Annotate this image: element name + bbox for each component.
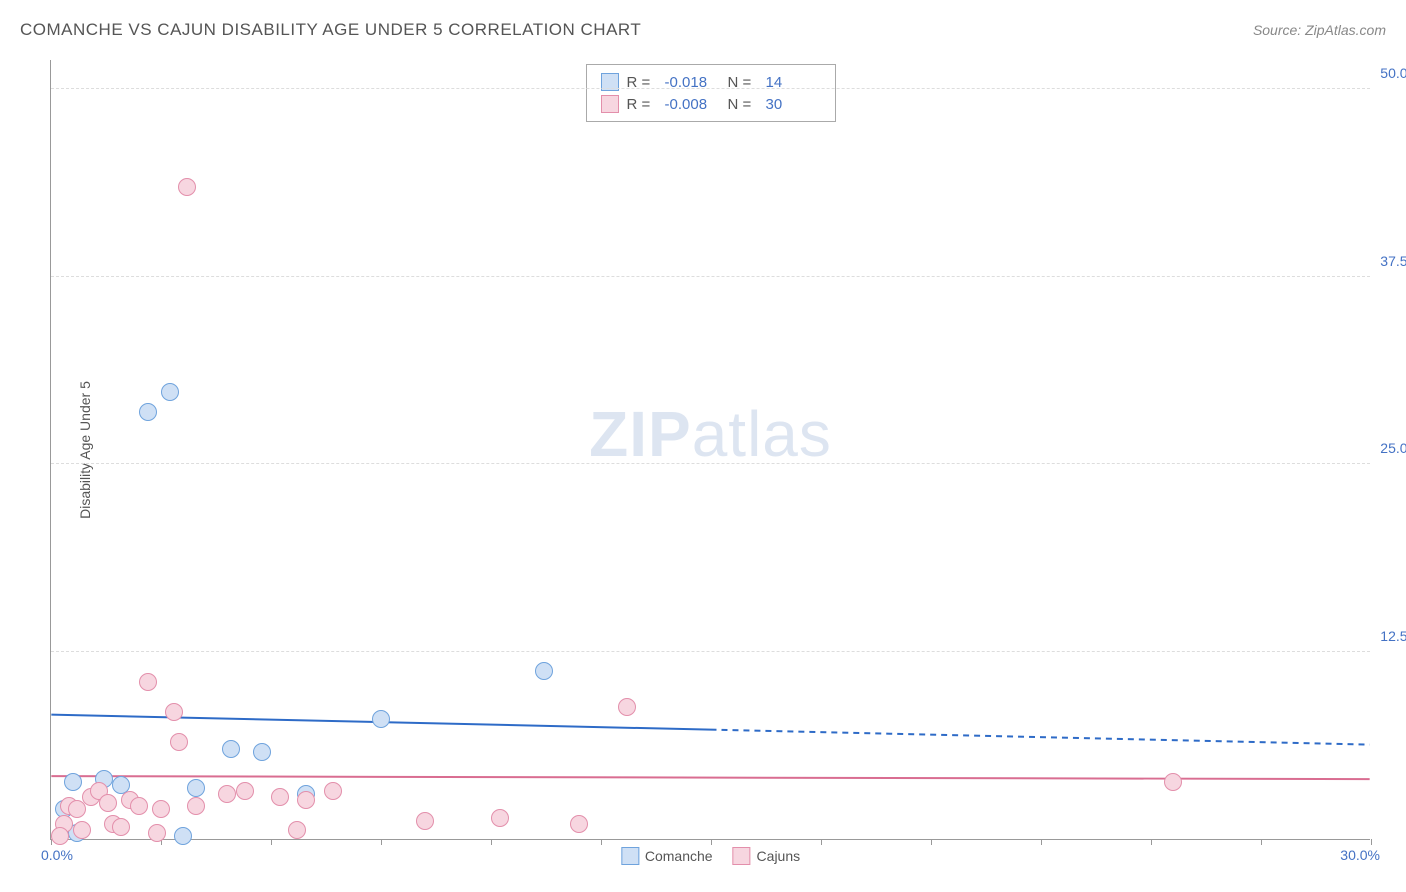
scatter-point (218, 785, 236, 803)
scatter-point (112, 818, 130, 836)
chart-title: COMANCHE VS CAJUN DISABILITY AGE UNDER 5… (20, 20, 641, 40)
y-tick-label: 25.0% (1375, 440, 1406, 456)
scatter-point (271, 788, 289, 806)
scatter-point (130, 797, 148, 815)
scatter-point (170, 733, 188, 751)
legend-swatch (621, 847, 639, 865)
scatter-point (148, 824, 166, 842)
x-tick (381, 839, 382, 845)
trend-lines-layer (51, 60, 1370, 839)
scatter-point (535, 662, 553, 680)
y-tick-label: 12.5% (1375, 628, 1406, 644)
scatter-point (139, 403, 157, 421)
watermark: ZIPatlas (589, 397, 832, 471)
scatter-point (174, 827, 192, 845)
gridline (51, 463, 1370, 464)
chart-header: COMANCHE VS CAJUN DISABILITY AGE UNDER 5… (20, 20, 1386, 40)
legend-row: R =-0.018N =14 (601, 71, 821, 93)
scatter-point (297, 791, 315, 809)
scatter-point (152, 800, 170, 818)
y-axis-title: Disability Age Under 5 (77, 381, 93, 519)
scatter-point (416, 812, 434, 830)
scatter-point (222, 740, 240, 758)
gridline (51, 276, 1370, 277)
source-attribution: Source: ZipAtlas.com (1253, 22, 1386, 38)
scatter-point (165, 703, 183, 721)
gridline (51, 88, 1370, 89)
series-legend-item: Comanche (621, 847, 713, 865)
scatter-point (1164, 773, 1182, 791)
x-tick (1041, 839, 1042, 845)
scatter-point (236, 782, 254, 800)
x-tick (931, 839, 932, 845)
x-axis-end-label: 30.0% (1340, 847, 1380, 863)
scatter-point (187, 797, 205, 815)
trend-line-dashed (711, 730, 1370, 745)
x-tick (1151, 839, 1152, 845)
legend-n-value: 30 (766, 96, 821, 113)
scatter-point (372, 710, 390, 728)
y-tick-label: 37.5% (1375, 253, 1406, 269)
series-legend-label: Cajuns (757, 848, 801, 864)
y-tick-label: 50.0% (1375, 65, 1406, 81)
legend-swatch (733, 847, 751, 865)
legend-n-label: N = (728, 96, 758, 113)
scatter-point (324, 782, 342, 800)
scatter-point (491, 809, 509, 827)
x-tick (821, 839, 822, 845)
correlation-legend: R =-0.018N =14 R = -0.008 N = 30 (586, 64, 836, 122)
x-tick (601, 839, 602, 845)
legend-swatch (601, 95, 619, 113)
legend-r-value: -0.008 (665, 96, 720, 113)
x-tick (271, 839, 272, 845)
scatter-point (187, 779, 205, 797)
gridline (51, 651, 1370, 652)
scatter-point (253, 743, 271, 761)
scatter-point (51, 827, 69, 845)
x-axis-start-label: 0.0% (41, 847, 73, 863)
plot-area: Disability Age Under 5 ZIPatlas R =-0.01… (50, 60, 1370, 840)
series-legend-label: Comanche (645, 848, 713, 864)
x-tick (711, 839, 712, 845)
scatter-point (288, 821, 306, 839)
scatter-point (618, 698, 636, 716)
scatter-point (161, 383, 179, 401)
x-tick (1261, 839, 1262, 845)
x-tick (491, 839, 492, 845)
legend-r-label: R = (627, 96, 657, 113)
scatter-point (99, 794, 117, 812)
x-tick (1371, 839, 1372, 845)
scatter-point (139, 673, 157, 691)
legend-row: R = -0.008 N = 30 (601, 93, 821, 115)
scatter-point (178, 178, 196, 196)
series-legend: Comanche Cajuns (621, 847, 800, 865)
scatter-point (570, 815, 588, 833)
series-legend-item: Cajuns (733, 847, 801, 865)
scatter-point (64, 773, 82, 791)
scatter-point (73, 821, 91, 839)
